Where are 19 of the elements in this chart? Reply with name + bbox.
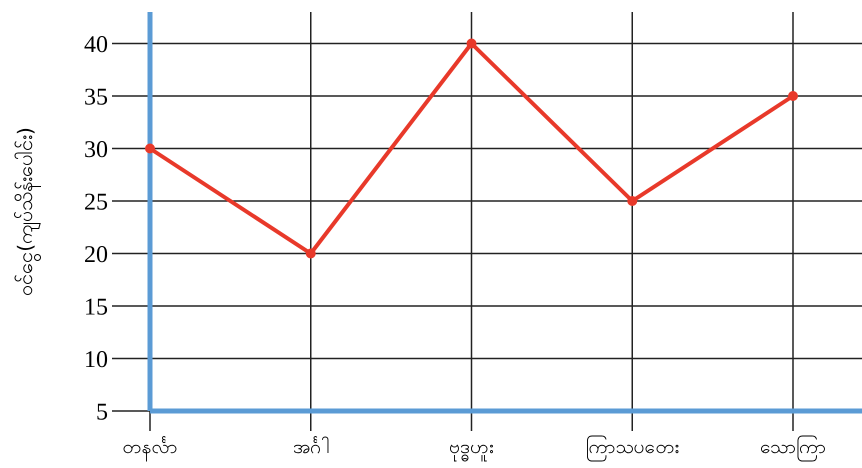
y-tick-label: 40 [84,32,108,58]
y-tick-label: 15 [84,294,108,320]
y-tick-label: 25 [84,189,108,216]
point [627,196,638,206]
point [788,91,798,101]
x-tick-label: ကြာသပတေး [585,434,680,462]
y-tick-label: 35 [84,84,108,110]
y-tick-label: 5 [96,399,108,426]
x-tick-label: တနင်္လာ [122,435,178,462]
y-tick-label: 20 [84,242,108,268]
point [466,38,476,48]
x-tick-label: အင်္ဂါ [292,435,329,458]
point [306,248,316,258]
x-tick-label: ဗုဒ္ဓဟူး [449,436,494,462]
y-tick-label: 10 [84,346,108,373]
point [145,144,155,154]
y-axis-title: ဝင်ငွေ(ကျပ်သိန်းပေါင်း) [13,127,41,296]
x-tick-label: သောကြာ [760,434,826,462]
y-tick-label: 30 [84,136,108,163]
